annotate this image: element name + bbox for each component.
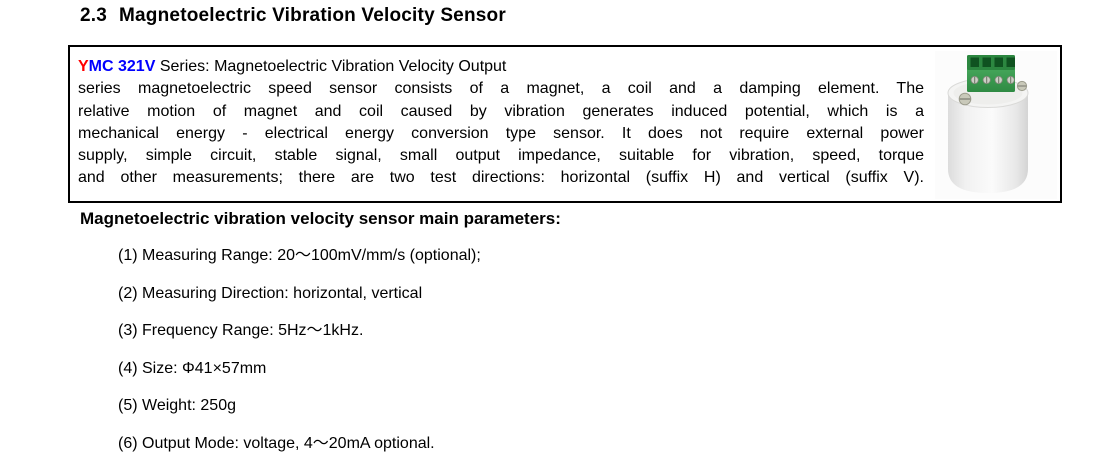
description-line: relative motion of magnet and coil cause… [78, 102, 924, 120]
parameter-item: (4) Size: Φ41×57mm [118, 359, 267, 377]
top-mount-screws [958, 80, 1028, 106]
section-heading: 2.3 Magnetoelectric Vibration Velocity Se… [80, 5, 506, 27]
terminal-screws [970, 75, 1015, 84]
terminal-block [967, 55, 1015, 92]
parameters-heading: Magnetoelectric vibration velocity senso… [80, 209, 561, 228]
series-intro-text: Series: Magnetoelectric Vibration Veloci… [155, 58, 507, 75]
section-number: 2.3 [80, 5, 108, 26]
sensor-photo [935, 51, 1057, 199]
parameter-item: (3) Frequency Range: 5Hz～1kHz. [118, 322, 364, 339]
section-title: Magnetoelectric Vibration Velocity Senso… [119, 5, 506, 26]
description-box: YMC 321V Series: Magnetoelectric Vibrati… [68, 45, 1062, 203]
description-line: supply, simple circuit, stable signal, s… [78, 147, 924, 165]
series-prefix-red: Y [78, 58, 89, 75]
parameter-item: (2) Measuring Direction: horizontal, ver… [118, 284, 423, 302]
parameter-item: (1) Measuring Range: 20～100mV/mm/s (opti… [118, 247, 481, 264]
description-line: mechanical energy - electrical energy co… [78, 124, 924, 142]
parameters-list: (1) Measuring Range: 20～100mV/mm/s (opti… [118, 246, 481, 470]
description-intro-line: YMC 321V Series: Magnetoelectric Vibrati… [78, 56, 924, 78]
description-line: and other measurements; there are two te… [78, 169, 924, 187]
parameter-item: (5) Weight: 250g [118, 397, 236, 414]
description-line: series magnetoelectric speed sensor cons… [78, 80, 924, 98]
series-prefix-blue: MC 321V [88, 58, 156, 75]
description-text: YMC 321V Series: Magnetoelectric Vibrati… [78, 56, 924, 190]
parameter-item: (6) Output Mode: voltage, 4～20mA optiona… [118, 434, 435, 452]
